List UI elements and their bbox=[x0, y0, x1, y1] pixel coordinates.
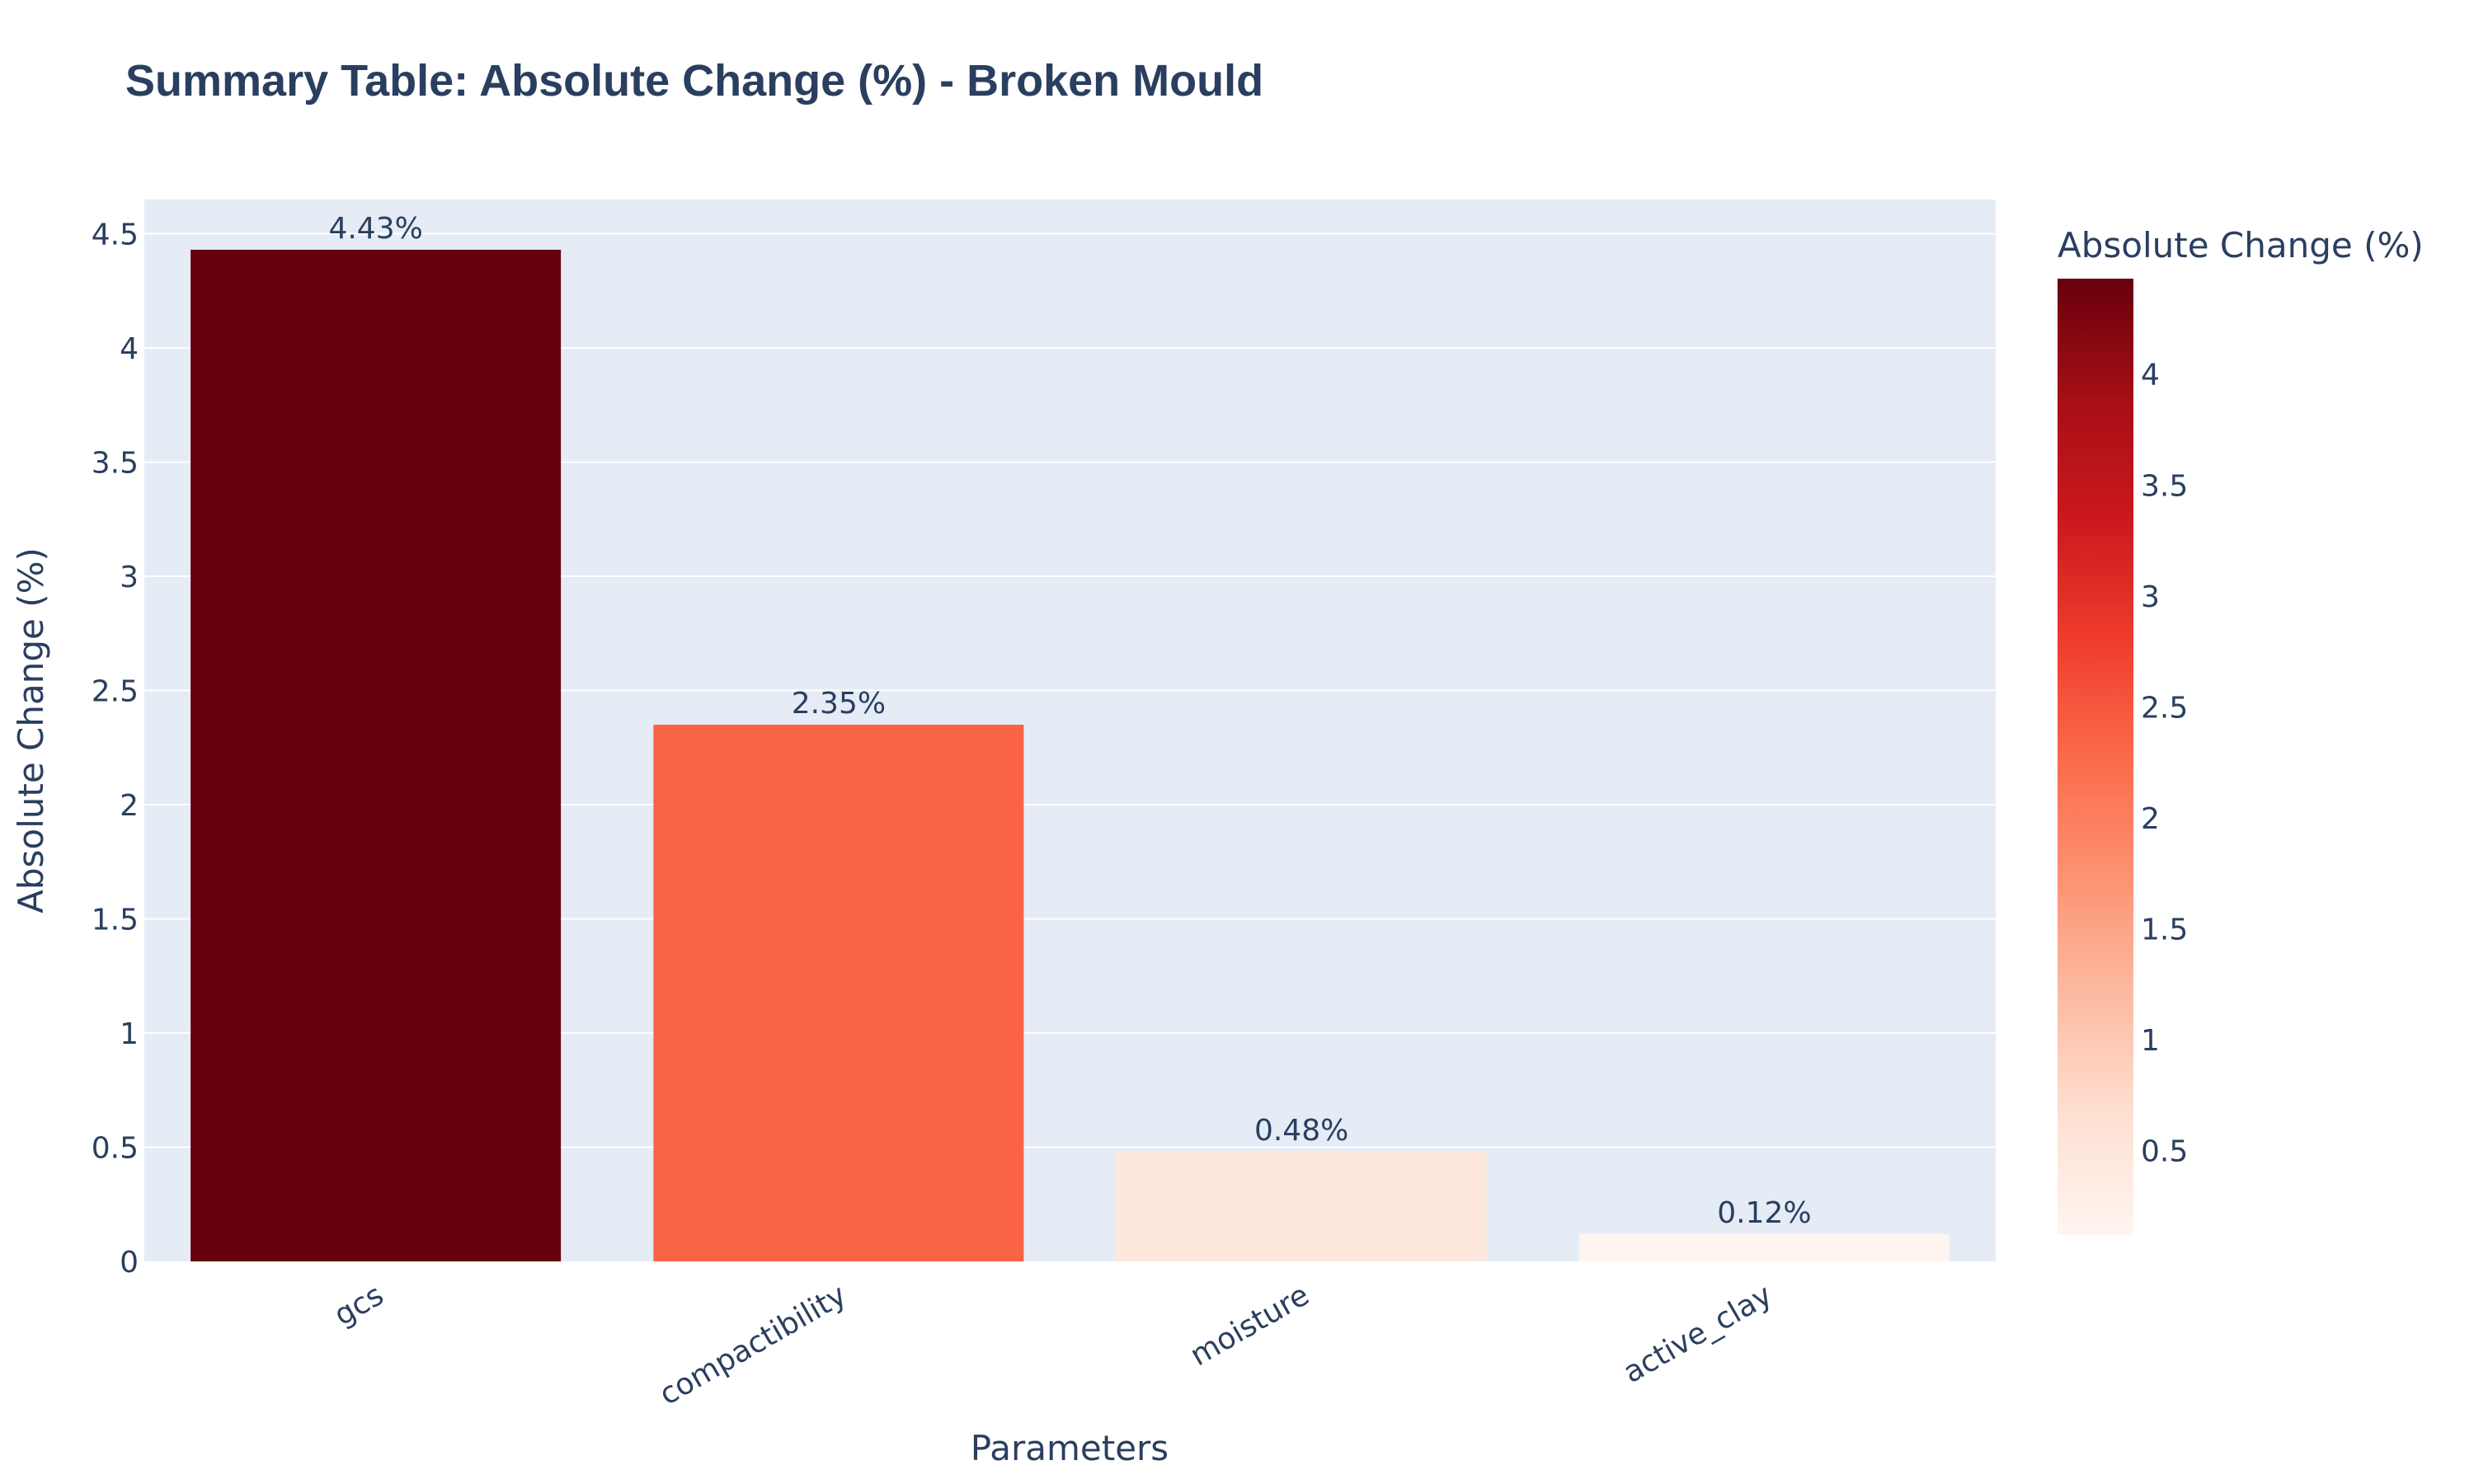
x-tick-label: moisture bbox=[1184, 1278, 1315, 1373]
chart-title: Summary Table: Absolute Change (%) - Bro… bbox=[125, 56, 1263, 106]
colorbar-tick-label: 1 bbox=[2141, 1024, 2160, 1058]
y-tick-label: 2 bbox=[120, 789, 139, 823]
bar-gcs[interactable] bbox=[190, 249, 562, 1261]
bar-value-label: 2.35% bbox=[792, 687, 886, 721]
colorbar-title: Absolute Change (%) bbox=[2058, 225, 2424, 265]
colorbar-ticks: 0.5 1 1.5 2 2.5 3 3.5 4 bbox=[2141, 359, 2188, 1169]
colorbar-tick-label: 3.5 bbox=[2141, 469, 2188, 503]
y-tick-label: 0 bbox=[120, 1246, 139, 1280]
y-tick-label: 0.5 bbox=[92, 1132, 139, 1166]
colorbar-tick-label: 4 bbox=[2141, 359, 2160, 392]
colorbar-tick-label: 2.5 bbox=[2141, 691, 2188, 725]
y-axis-title: Absolute Change (%) bbox=[11, 547, 51, 913]
y-axis-ticks: 0 0.5 1 1.5 2 2.5 3 3.5 4 4.5 bbox=[92, 218, 139, 1280]
x-axis-title: Parameters bbox=[971, 1428, 1169, 1468]
x-tick-label: gcs bbox=[328, 1278, 389, 1332]
y-tick-label: 1.5 bbox=[92, 904, 139, 937]
colorbar-tick-label: 2 bbox=[2141, 802, 2160, 836]
bar-value-label: 0.12% bbox=[1717, 1196, 1811, 1230]
bar-moisture[interactable] bbox=[1116, 1152, 1487, 1261]
colorbar-tick-label: 1.5 bbox=[2141, 913, 2188, 947]
bar-active_clay[interactable] bbox=[1578, 1233, 1950, 1261]
bars: 4.43% 2.35% 0.48% 0.12% bbox=[190, 212, 1950, 1261]
x-tick-label: compactibility bbox=[654, 1278, 852, 1412]
bar-value-label: 0.48% bbox=[1254, 1114, 1348, 1148]
y-tick-label: 4 bbox=[120, 332, 139, 366]
y-tick-label: 3 bbox=[120, 561, 139, 594]
y-tick-label: 2.5 bbox=[92, 675, 139, 709]
bar-value-label: 4.43% bbox=[328, 212, 422, 246]
y-tick-label: 4.5 bbox=[92, 218, 139, 252]
colorbar bbox=[2058, 279, 2133, 1235]
colorbar-tick-label: 0.5 bbox=[2141, 1135, 2188, 1169]
bar-compactibility[interactable] bbox=[653, 725, 1024, 1261]
y-tick-label: 3.5 bbox=[92, 447, 139, 481]
x-axis-ticks: gcs compactibility moisture active_clay bbox=[328, 1278, 1777, 1412]
y-tick-label: 1 bbox=[120, 1017, 139, 1051]
colorbar-tick-label: 3 bbox=[2141, 580, 2160, 614]
x-tick-label: active_clay bbox=[1618, 1278, 1778, 1390]
